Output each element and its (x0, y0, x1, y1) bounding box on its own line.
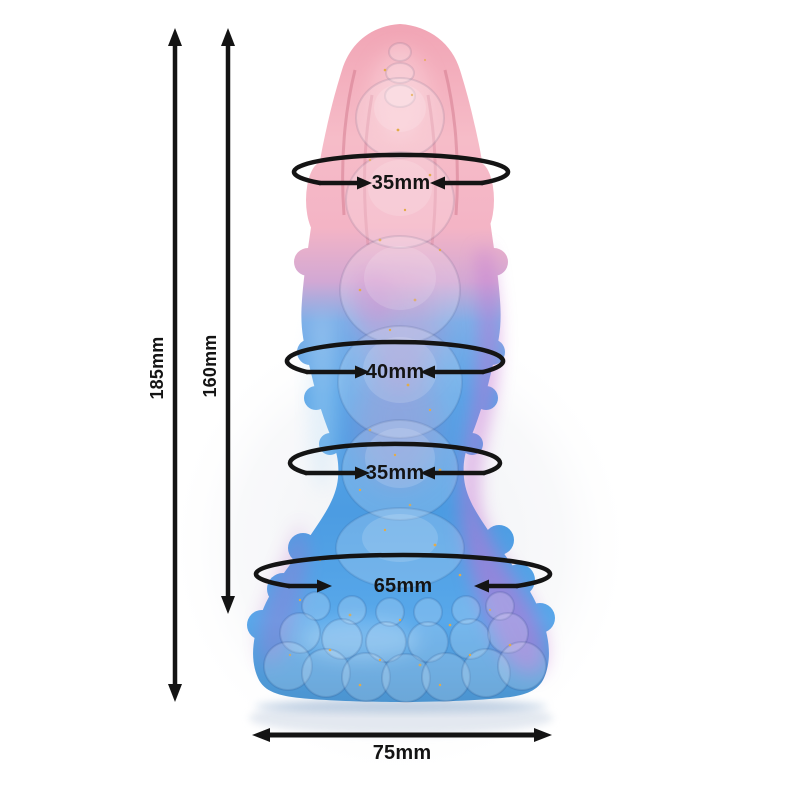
color-tints (259, 50, 545, 674)
girth-ring-4 (253, 552, 553, 593)
floor-reflection (249, 699, 553, 735)
base-width-arrow (252, 728, 552, 742)
girth-ring-1 (291, 152, 511, 190)
girth-ring-2 (284, 339, 506, 379)
total-length-arrow (168, 28, 182, 702)
insertable-length-arrow (221, 28, 235, 614)
girth-ring-3 (287, 441, 503, 480)
